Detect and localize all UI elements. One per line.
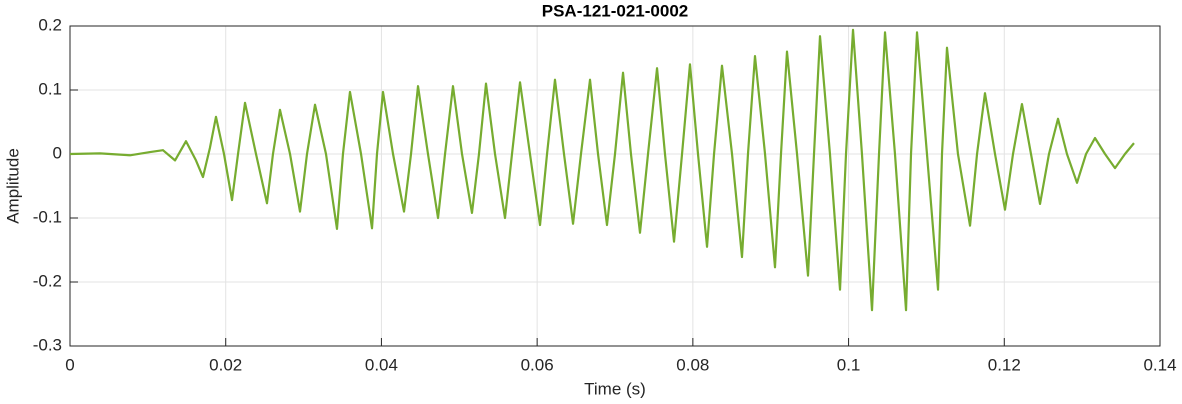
x-tick-label: 0.12 xyxy=(988,355,1021,374)
y-axis-label: Amplitude xyxy=(3,148,22,224)
data-line xyxy=(69,28,1135,312)
x-tick-label: 0.06 xyxy=(521,355,554,374)
x-tick-label: 0.1 xyxy=(837,355,861,374)
x-tick-label: 0.04 xyxy=(365,355,398,374)
chart-title: PSA-121-021-0002 xyxy=(542,1,688,20)
x-axis-label: Time (s) xyxy=(584,379,646,398)
y-tick-label: -0.2 xyxy=(33,271,62,290)
y-tick-label: 0.1 xyxy=(38,79,62,98)
y-tick-label: 0.2 xyxy=(38,15,62,34)
plot-frame xyxy=(69,25,1161,347)
x-tick-label: 0.08 xyxy=(676,355,709,374)
x-tick-label: 0.14 xyxy=(1143,355,1176,374)
y-tick-label: -0.1 xyxy=(33,207,62,226)
x-tick-label: 0 xyxy=(65,355,74,374)
y-tick-label: -0.3 xyxy=(33,335,62,354)
y-tick-label: 0 xyxy=(53,143,62,162)
x-tick-label: 0.02 xyxy=(209,355,242,374)
